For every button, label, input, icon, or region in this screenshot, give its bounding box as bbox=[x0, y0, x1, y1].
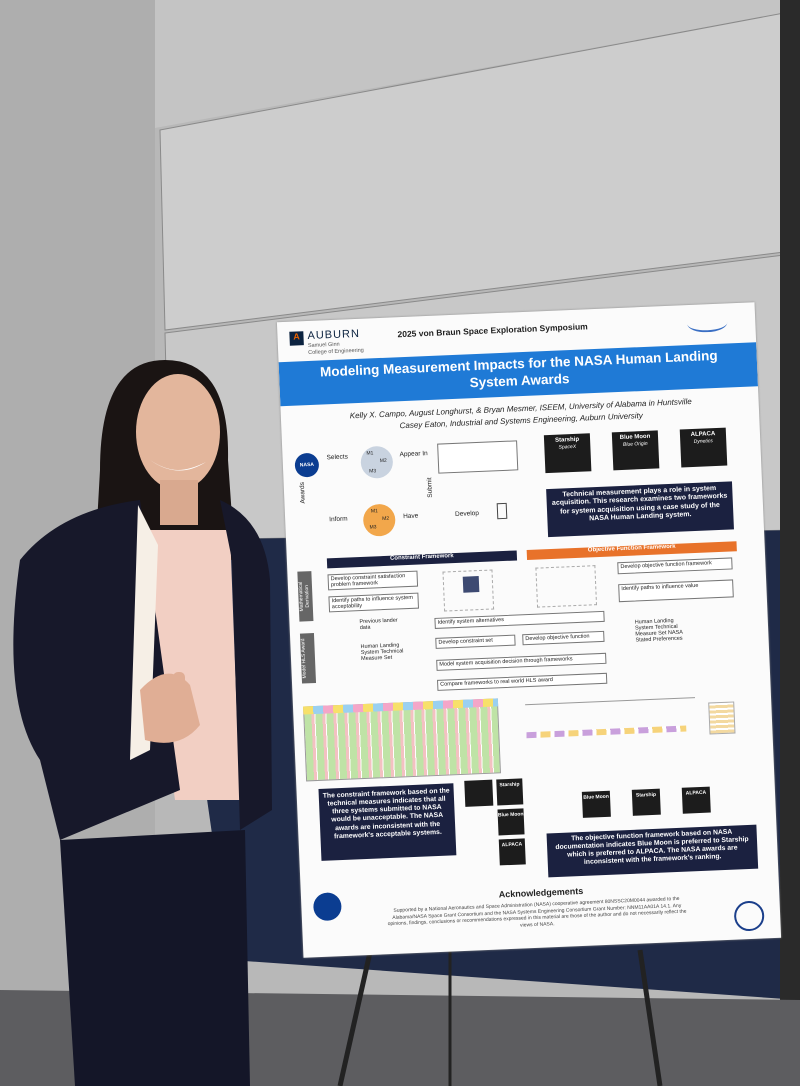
flow-label: Inform bbox=[329, 515, 348, 524]
framework-heading: Constraint Framework bbox=[326, 550, 518, 569]
frame bbox=[780, 0, 800, 1086]
step: Develop objective function bbox=[522, 630, 605, 646]
small-table bbox=[708, 701, 736, 735]
system-card: Starship bbox=[496, 778, 524, 806]
system-maker: SpaceX bbox=[558, 444, 577, 451]
system-name: ALPACA bbox=[501, 841, 523, 849]
system-card: Blue Moon bbox=[497, 808, 525, 836]
blazer-right bbox=[220, 500, 272, 830]
system-name: Starship bbox=[554, 436, 580, 444]
auburn-logo: A bbox=[289, 331, 304, 346]
measure-label: M3 bbox=[369, 524, 377, 531]
measure-circle bbox=[360, 445, 394, 479]
input-label: Human Landing System Technical Measure S… bbox=[360, 642, 404, 663]
system-name: Starship bbox=[499, 781, 520, 789]
chart-thumbnail bbox=[535, 565, 598, 608]
conclusion: The objective function framework based o… bbox=[546, 824, 759, 878]
system-name: ALPACA bbox=[685, 789, 707, 797]
university: AUBURN bbox=[307, 327, 361, 343]
step: Compare frameworks to real world HLS awa… bbox=[437, 672, 608, 691]
space-grant-logo bbox=[733, 900, 765, 932]
easel-leg bbox=[337, 929, 378, 1086]
step: Develop objective function framework bbox=[617, 557, 733, 575]
side-label: Model HLS Award bbox=[299, 633, 317, 684]
system-card bbox=[464, 779, 494, 807]
aas-logo bbox=[686, 313, 728, 334]
shirt bbox=[140, 530, 240, 800]
summary: Technical measurement plays a role in sy… bbox=[546, 481, 734, 538]
system-card: Blue Moon bbox=[581, 790, 611, 818]
symposium: 2025 von Braun Space Exploration Symposi… bbox=[397, 321, 588, 340]
system-card: ALPACA bbox=[498, 838, 526, 866]
system-card: Starship SpaceX bbox=[543, 433, 592, 474]
system-card: ALPACA bbox=[681, 786, 711, 814]
nasa-logo bbox=[312, 892, 342, 922]
system-name: ALPACA bbox=[690, 431, 716, 439]
flow-label: Appear In bbox=[399, 450, 428, 459]
flow-label: Have bbox=[402, 512, 419, 521]
step: Identify paths to influence system accep… bbox=[328, 592, 420, 613]
document-box bbox=[437, 440, 519, 474]
measure-label: M1 bbox=[370, 508, 378, 515]
input-label: Previous lander data bbox=[359, 617, 398, 632]
nasa-logo: NASA bbox=[294, 452, 320, 478]
college: College of Engineering bbox=[308, 347, 364, 357]
system-name: Starship bbox=[635, 791, 657, 799]
flow-label: Selects bbox=[326, 453, 349, 462]
pants bbox=[60, 830, 250, 1086]
system-maker: Dynetics bbox=[693, 438, 713, 446]
acknowledgements: Supported by a National Aeronautics and … bbox=[387, 895, 687, 929]
system-name: Blue Moon bbox=[497, 811, 524, 819]
thumb bbox=[173, 672, 185, 694]
panel bbox=[159, 9, 800, 331]
step: Identify paths to influence value bbox=[618, 579, 734, 603]
flow-label: Awards bbox=[298, 481, 307, 504]
panel bbox=[155, 0, 800, 128]
side-label: Mathematical Derivation bbox=[297, 571, 314, 622]
measure-circle bbox=[362, 503, 396, 537]
poster: A AUBURN Samuel Ginn College of Engineer… bbox=[276, 302, 782, 958]
face bbox=[136, 374, 220, 490]
flow-label: Develop bbox=[454, 509, 480, 518]
measure-label: M2 bbox=[382, 515, 390, 523]
measure-label: M3 bbox=[369, 468, 377, 475]
easel-leg bbox=[637, 949, 663, 1086]
step: Identify system alternatives bbox=[434, 610, 605, 629]
framework-heading: Objective Function Framework bbox=[526, 541, 737, 561]
system-name: Blue Moon bbox=[619, 433, 651, 442]
measure-label: M1 bbox=[366, 450, 374, 457]
conclusion: The constraint framework based on the te… bbox=[318, 783, 457, 861]
step: Develop constraint set bbox=[435, 634, 516, 649]
step: Develop constraint satisfaction problem … bbox=[327, 570, 419, 591]
measure-label: M2 bbox=[379, 457, 387, 465]
step: Model system acquisition decision throug… bbox=[436, 652, 607, 671]
thumbs-up-hand bbox=[140, 673, 200, 743]
system-card: ALPACA Dynetics bbox=[679, 427, 728, 468]
system-maker: Blue Origin bbox=[622, 441, 648, 449]
building-icon bbox=[496, 502, 508, 520]
neck bbox=[160, 480, 198, 525]
system-name: Blue Moon bbox=[583, 793, 609, 801]
system-card: Blue Moon Blue Origin bbox=[611, 430, 660, 471]
input-label: Human Landing System Technical Measure S… bbox=[634, 617, 683, 644]
chart-thumbnail-fill bbox=[462, 576, 480, 593]
smile bbox=[150, 460, 206, 471]
flow-label: Submit bbox=[426, 477, 434, 498]
system-card: Starship bbox=[631, 788, 661, 816]
